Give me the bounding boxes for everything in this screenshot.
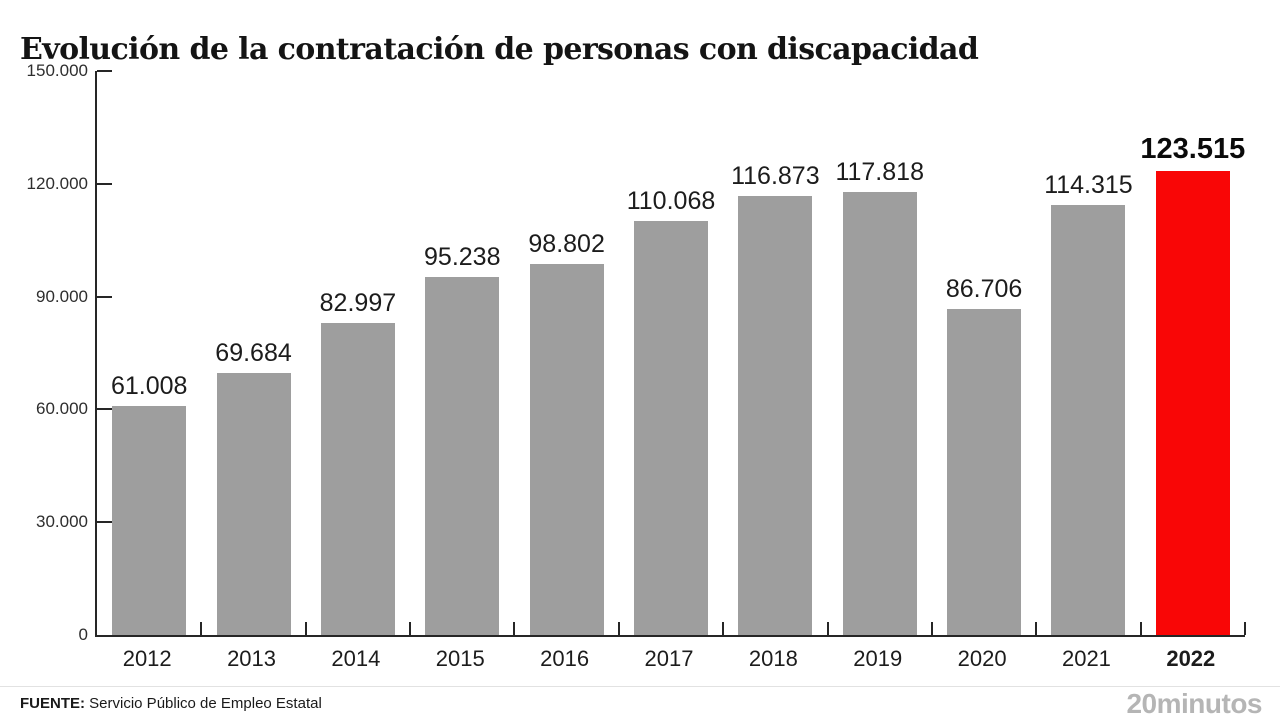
y-axis-tick (97, 521, 112, 524)
y-axis-tick-label: 150.000 (26, 61, 88, 80)
bar-value-label-2015: 95.238 (424, 242, 501, 271)
x-axis-tick (617, 622, 620, 635)
x-axis-label-2017: 2017 (644, 646, 694, 671)
x-axis-tick (1244, 622, 1246, 635)
chart-title: Evolución de la contratación de personas… (20, 32, 979, 68)
y-axis-tick (97, 70, 112, 72)
x-axis-label-2020: 2020 (957, 646, 1007, 671)
bar-value-label-2019: 117.818 (835, 158, 924, 187)
x-axis-label-2021: 2021 (1061, 646, 1111, 671)
y-axis-tick-label: 120.000 (26, 173, 88, 193)
x-axis-labels: 2012 2013 2014 2015 2016 2017 2018 2019 2020 2021… (95, 646, 1243, 676)
x-axis-tick (826, 622, 829, 635)
bar-value-label-2012: 61.008 (110, 371, 188, 400)
bar-chart-plot-area: 61.008 69.684 82.997 95.238 98.802 110.068 116… (95, 70, 1246, 637)
x-axis-tick (409, 622, 412, 635)
x-axis-tick (200, 622, 203, 635)
bar-2016 (529, 263, 604, 635)
bar-2015 (425, 276, 500, 635)
bar-slot-2015: 95.238 (410, 71, 514, 635)
bar-value-label-2013: 69.684 (215, 339, 292, 367)
bar-value-label-2020: 86.706 (945, 275, 1023, 303)
y-axis-tick-label: 90.000 (36, 286, 88, 306)
x-axis-label-2016: 2016 (540, 646, 590, 671)
y-axis-tick (97, 182, 112, 185)
bar-slot-2020: 86.706 (932, 71, 1036, 635)
bar-slot-2013: 69.684 (201, 71, 305, 635)
source-label: FUENTE: (20, 695, 85, 712)
bar-slot-2018: 116.873 (723, 71, 827, 635)
bar-2017 (633, 221, 708, 635)
source-text: Servicio Público de Empleo Estatal (85, 695, 322, 712)
x-axis-tick (1035, 622, 1038, 635)
bar-slot-2014: 82.997 (306, 71, 410, 635)
x-axis-label-2019: 2019 (853, 646, 903, 671)
bar-slot-2022: 123.515 (1140, 71, 1246, 635)
y-axis-tick (97, 295, 112, 298)
x-axis-label-2018: 2018 (748, 646, 798, 671)
x-axis-label-2015: 2015 (435, 646, 485, 671)
bar-2020 (947, 309, 1022, 635)
y-axis-tick-label: 30.000 (36, 512, 88, 532)
footer-divider (0, 686, 1280, 687)
bar-slot-2021: 114.315 (1036, 71, 1140, 635)
source-note: FUENTE: Servicio Público de Empleo Estat… (20, 695, 322, 712)
x-axis-label-2012: 2012 (122, 646, 172, 671)
y-axis-tick (97, 408, 112, 411)
x-axis-label-2013: 2013 (227, 646, 277, 671)
bar-slot-2016: 98.802 (514, 71, 618, 635)
bar-slot-2012: 61.008 (97, 71, 201, 635)
x-axis-tick (304, 622, 307, 635)
bar-value-label-2021: 114.315 (1044, 171, 1133, 200)
bar-2021 (1051, 205, 1126, 635)
bar-2018 (738, 195, 813, 635)
bar-2012 (112, 405, 187, 635)
bar-2022 (1155, 170, 1230, 635)
x-axis-tick (722, 622, 725, 635)
bar-2019 (842, 192, 917, 635)
bar-value-label-2014: 82.997 (319, 288, 397, 317)
x-axis-label-2022: 2022 (1166, 646, 1216, 671)
x-axis-label-2014: 2014 (331, 646, 381, 671)
20minutos-logo: 20minutos (1126, 688, 1262, 719)
y-axis-labels: 150.000 120.000 90.000 60.000 30.000 0 (0, 61, 88, 644)
y-axis-tick-label: 60.000 (36, 399, 88, 419)
bar-value-label-2016: 98.802 (528, 229, 605, 258)
bar-slot-2017: 110.068 (619, 71, 723, 635)
bar-value-label-2022: 123.515 (1140, 132, 1246, 165)
bar-value-label-2018: 116.873 (731, 161, 820, 190)
x-axis-tick (1139, 622, 1142, 635)
bar-2013 (216, 373, 291, 635)
bar-value-label-2017: 110.068 (626, 187, 716, 216)
y-axis-tick-label: 0 (78, 625, 88, 644)
x-axis-tick (513, 622, 516, 635)
bar-slot-2019: 117.818 (828, 71, 932, 635)
bar-2014 (320, 322, 395, 635)
x-axis-tick (930, 622, 933, 635)
